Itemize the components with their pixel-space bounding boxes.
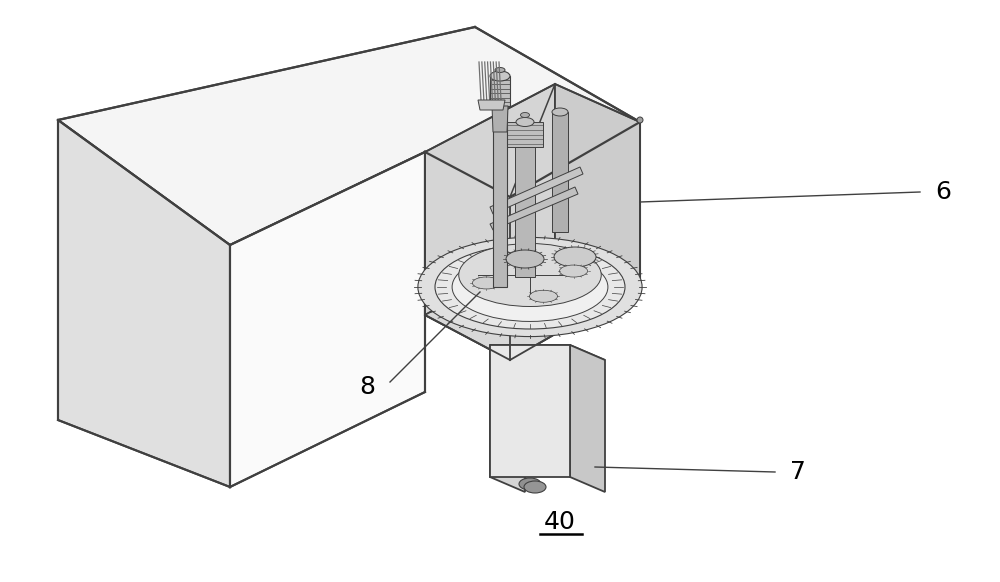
Polygon shape [425,152,510,360]
Polygon shape [425,240,640,360]
Ellipse shape [503,252,531,264]
Ellipse shape [554,247,596,267]
Polygon shape [490,187,578,230]
Polygon shape [490,76,510,106]
Ellipse shape [560,265,588,277]
Ellipse shape [452,253,608,321]
Ellipse shape [459,243,601,307]
Polygon shape [58,27,640,245]
Polygon shape [493,106,507,287]
Text: 40: 40 [544,510,576,534]
Ellipse shape [524,481,546,493]
Ellipse shape [490,71,510,81]
Polygon shape [555,84,640,285]
Polygon shape [490,345,570,477]
Polygon shape [507,122,543,147]
Ellipse shape [418,237,642,336]
Polygon shape [492,106,508,132]
Polygon shape [58,120,230,487]
Ellipse shape [516,118,534,126]
Ellipse shape [472,277,500,289]
Polygon shape [490,345,605,360]
Text: 7: 7 [790,460,806,484]
Ellipse shape [506,250,544,268]
Polygon shape [552,112,568,232]
Ellipse shape [495,68,505,73]
Text: 8: 8 [359,375,375,399]
Polygon shape [490,167,583,214]
Text: 6: 6 [935,180,951,204]
Ellipse shape [637,117,643,123]
Ellipse shape [520,112,530,118]
Ellipse shape [435,245,625,329]
Polygon shape [425,84,555,315]
Ellipse shape [529,290,557,302]
Ellipse shape [519,478,541,490]
Polygon shape [478,100,505,110]
Polygon shape [510,122,640,360]
Polygon shape [515,147,535,277]
Ellipse shape [552,108,568,116]
Polygon shape [230,152,425,487]
Polygon shape [570,345,605,492]
Polygon shape [490,345,525,492]
